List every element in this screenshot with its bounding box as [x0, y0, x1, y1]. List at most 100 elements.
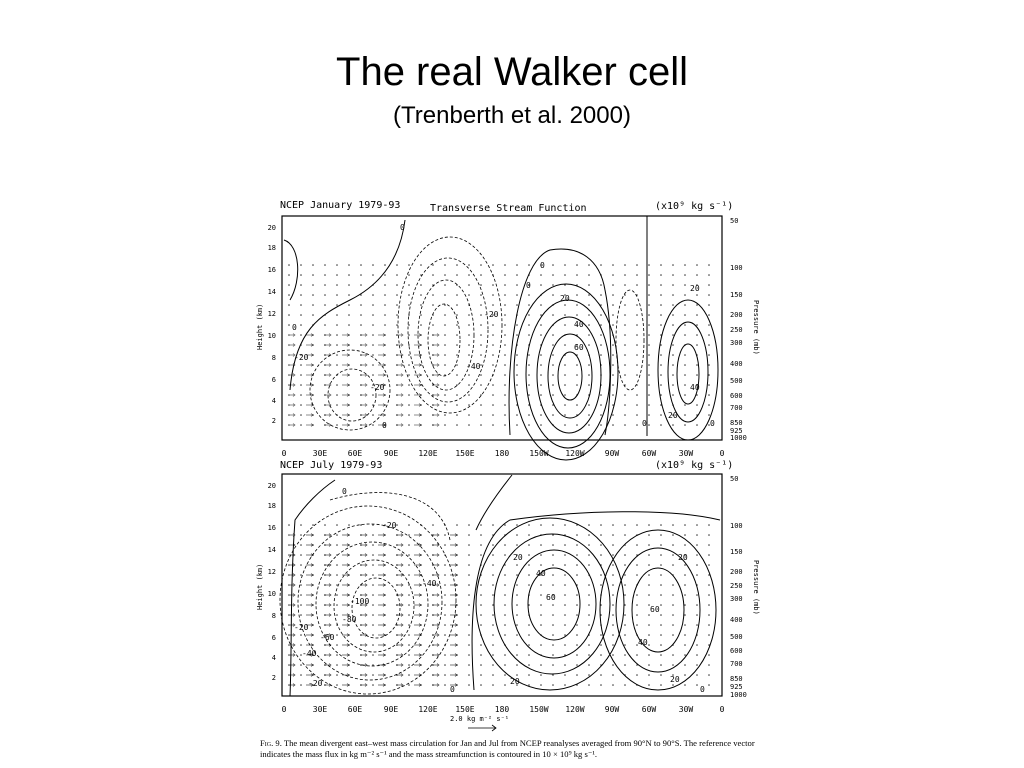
- svg-text:700: 700: [730, 660, 743, 668]
- bottom-height-ticks: 20 18 16 14 12 10 8 6 4 2: [268, 482, 276, 682]
- svg-text:40: 40: [536, 569, 546, 578]
- svg-text:0: 0: [526, 281, 531, 290]
- svg-text:60E: 60E: [348, 449, 363, 458]
- svg-text:-20: -20: [294, 353, 309, 362]
- svg-text:2: 2: [272, 674, 276, 682]
- svg-text:-80: -80: [342, 615, 357, 624]
- svg-text:-40: -40: [302, 649, 317, 658]
- top-panel-units: (x10⁹ kg s⁻¹): [655, 201, 733, 212]
- svg-text:-60: -60: [320, 633, 335, 642]
- svg-text:-20: -20: [484, 310, 499, 319]
- bottom-pressure-axis-label: Pressure (mb): [752, 560, 760, 615]
- bottom-lon-ticks: 0 30E 60E 90E 120E 150E 180 150W 120W 90…: [282, 705, 725, 714]
- svg-text:60E: 60E: [348, 705, 363, 714]
- svg-text:12: 12: [268, 310, 276, 318]
- top-positive-contours: [283, 216, 719, 461]
- svg-text:1000: 1000: [730, 691, 747, 699]
- svg-text:250: 250: [730, 582, 743, 590]
- reference-vector-label: 2.0 kg m⁻² s⁻¹: [450, 715, 509, 723]
- svg-text:18: 18: [268, 244, 276, 252]
- svg-text:4: 4: [272, 397, 276, 405]
- svg-text:0: 0: [710, 419, 715, 428]
- svg-text:0: 0: [450, 685, 455, 694]
- top-height-axis-label: Height (km): [256, 304, 264, 350]
- svg-text:20: 20: [510, 677, 520, 686]
- bottom-pressure-ticks: 50 100 150 200 250 300 400 500 600 700 8…: [730, 475, 747, 699]
- svg-text:120E: 120E: [418, 449, 437, 458]
- svg-text:-20: -20: [370, 383, 385, 392]
- svg-text:150: 150: [730, 291, 743, 299]
- svg-text:0: 0: [282, 449, 287, 458]
- svg-text:120W: 120W: [565, 705, 584, 714]
- top-pressure-ticks: 50 100 150 200 250 300 400 500 600 700 8…: [730, 217, 747, 442]
- svg-text:20: 20: [560, 294, 570, 303]
- slide-title: The real Walker cell: [336, 50, 688, 94]
- svg-text:60: 60: [650, 605, 660, 614]
- svg-text:300: 300: [730, 595, 743, 603]
- svg-text:90W: 90W: [605, 705, 620, 714]
- top-panel-title: NCEP January 1979-93: [280, 200, 400, 211]
- svg-text:50: 50: [730, 217, 738, 225]
- svg-text:925: 925: [730, 683, 743, 691]
- figure-caption: Fig. 9. The mean divergent east–west mas…: [260, 738, 760, 760]
- svg-text:200: 200: [730, 311, 743, 319]
- bottom-negative-contours: [279, 492, 457, 695]
- svg-text:0: 0: [720, 705, 725, 714]
- svg-text:8: 8: [272, 354, 276, 362]
- svg-text:400: 400: [730, 360, 743, 368]
- svg-text:150W: 150W: [529, 449, 548, 458]
- svg-text:6: 6: [272, 634, 276, 642]
- top-height-ticks: 20 18 16 14 12 10 8 6 4 2: [268, 224, 276, 425]
- svg-text:600: 600: [730, 392, 743, 400]
- svg-text:0: 0: [400, 223, 405, 232]
- top-panel-center-title: Transverse Stream Function: [430, 203, 587, 214]
- bottom-height-axis-label: Height (km): [256, 564, 264, 610]
- bottom-contour-labels: 0 -20 -40 -100 -80 -60 -40 -20 -20 20 40…: [294, 487, 705, 694]
- svg-text:0: 0: [642, 419, 647, 428]
- svg-text:200: 200: [730, 568, 743, 576]
- svg-text:60W: 60W: [642, 449, 657, 458]
- svg-text:0: 0: [382, 421, 387, 430]
- svg-text:16: 16: [268, 266, 276, 274]
- svg-text:30W: 30W: [679, 705, 694, 714]
- svg-text:-20: -20: [294, 623, 309, 632]
- svg-text:0: 0: [282, 705, 287, 714]
- svg-text:6: 6: [272, 376, 276, 384]
- svg-text:500: 500: [730, 377, 743, 385]
- svg-text:500: 500: [730, 633, 743, 641]
- svg-text:50: 50: [730, 475, 738, 483]
- svg-text:150: 150: [730, 548, 743, 556]
- svg-text:20: 20: [670, 675, 680, 684]
- svg-text:-40: -40: [422, 579, 437, 588]
- svg-text:250: 250: [730, 326, 743, 334]
- top-contour-labels: 0 0 0 0 20 40 60 -20 -40 -20 -20 0 20 40…: [292, 223, 715, 430]
- bottom-panel-units: (x10⁹ kg s⁻¹): [655, 460, 733, 471]
- bottom-panel: NCEP July 1979-93 (x10⁹ kg s⁻¹) 0: [256, 460, 760, 732]
- svg-text:20: 20: [268, 224, 276, 232]
- svg-text:90W: 90W: [605, 449, 620, 458]
- svg-text:700: 700: [730, 404, 743, 412]
- svg-text:12: 12: [268, 568, 276, 576]
- svg-text:180: 180: [495, 449, 510, 458]
- svg-text:30W: 30W: [679, 449, 694, 458]
- svg-text:-40: -40: [466, 362, 481, 371]
- svg-text:20: 20: [678, 553, 688, 562]
- svg-text:0: 0: [700, 685, 705, 694]
- svg-text:20: 20: [268, 482, 276, 490]
- svg-text:120E: 120E: [418, 705, 437, 714]
- svg-text:400: 400: [730, 616, 743, 624]
- svg-text:120W: 120W: [565, 449, 584, 458]
- svg-text:150W: 150W: [529, 705, 548, 714]
- svg-text:20: 20: [668, 411, 678, 420]
- svg-text:0: 0: [540, 261, 545, 270]
- svg-text:14: 14: [268, 288, 276, 296]
- figure-svg: NCEP January 1979-93 Transverse Stream F…: [256, 200, 760, 732]
- caption-text: The mean divergent east–west mass circul…: [260, 738, 755, 759]
- svg-text:40: 40: [574, 320, 584, 329]
- svg-text:4: 4: [272, 654, 276, 662]
- bottom-panel-title: NCEP July 1979-93: [280, 460, 382, 471]
- svg-text:-20: -20: [308, 679, 323, 688]
- bottom-positive-contours: [289, 474, 721, 697]
- top-negative-contours: [309, 236, 645, 431]
- svg-text:150E: 150E: [455, 705, 474, 714]
